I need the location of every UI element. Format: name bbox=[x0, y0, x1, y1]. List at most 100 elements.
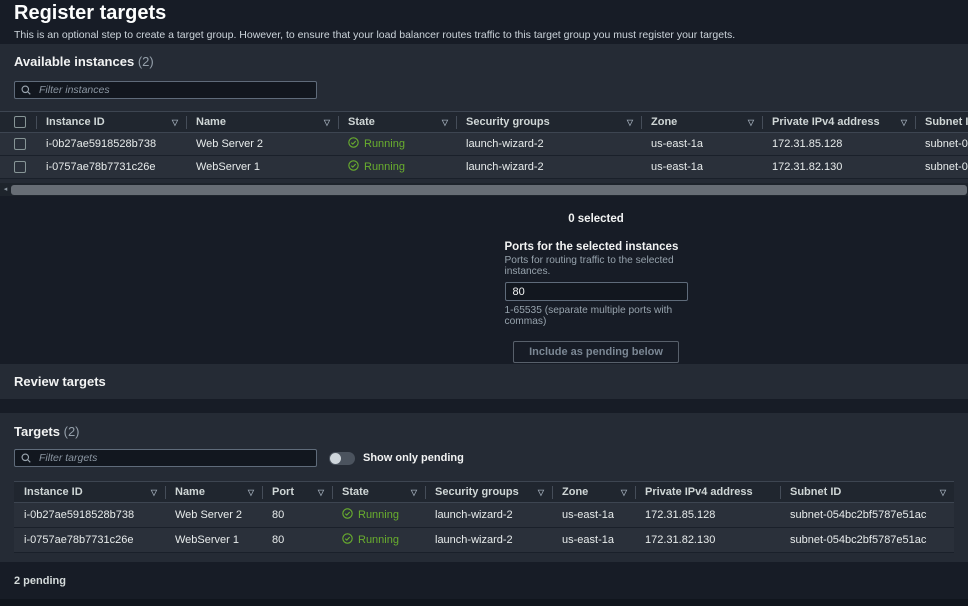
table-row: i-0757ae78b7731c26e WebServer 1 80 Runni… bbox=[14, 528, 954, 553]
filter-targets-input[interactable] bbox=[37, 451, 310, 465]
sort-icon[interactable]: ▽ bbox=[248, 488, 254, 497]
toggle-knob bbox=[330, 453, 341, 464]
running-status: Running bbox=[348, 137, 405, 151]
sort-icon[interactable]: ▽ bbox=[621, 488, 627, 497]
column-header-instance-id[interactable]: Instance ID▽ bbox=[36, 112, 186, 132]
running-status: Running bbox=[342, 508, 399, 522]
ports-label: Ports for the selected instances bbox=[505, 241, 688, 253]
table-row[interactable]: i-0b27ae5918528b738 Web Server 2 Running… bbox=[0, 133, 968, 156]
column-header-state[interactable]: State▽ bbox=[332, 482, 425, 502]
selected-count: 0 selected bbox=[436, 213, 756, 225]
filter-targets-box bbox=[14, 449, 317, 467]
sort-icon[interactable]: ▽ bbox=[172, 118, 178, 127]
row-checkbox-cell bbox=[0, 133, 36, 155]
column-header-zone[interactable]: Zone▽ bbox=[552, 482, 635, 502]
check-circle-icon bbox=[342, 508, 353, 522]
column-header-private-ip[interactable]: Private IPv4 address▽ bbox=[762, 112, 915, 132]
column-header-subnet-id[interactable]: Subnet ID▽ bbox=[780, 482, 954, 502]
name-cell: WebServer 1 bbox=[186, 156, 338, 178]
ports-hint: 1-65535 (separate multiple ports with co… bbox=[505, 305, 688, 327]
filter-instances-box bbox=[14, 81, 317, 99]
sort-icon[interactable]: ▽ bbox=[324, 118, 330, 127]
ports-sublabel: Ports for routing traffic to the selecte… bbox=[505, 255, 688, 277]
instance-id-cell: i-0757ae78b7731c26e bbox=[14, 528, 165, 552]
sort-icon[interactable]: ▽ bbox=[940, 488, 946, 497]
zone-cell: us-east-1a bbox=[552, 503, 635, 527]
instance-id-cell: i-0b27ae5918528b738 bbox=[14, 503, 165, 527]
targets-table: Instance ID▽ Name▽ Port▽ State▽ Security… bbox=[14, 481, 954, 553]
show-only-pending-label: Show only pending bbox=[363, 452, 464, 464]
column-header-zone[interactable]: Zone▽ bbox=[641, 112, 762, 132]
table-row[interactable]: i-0757ae78b7731c26e WebServer 1 Running … bbox=[0, 156, 968, 179]
horizontal-scrollbar[interactable]: ◂ bbox=[0, 183, 968, 196]
available-instances-heading: Available instances (2) bbox=[0, 44, 968, 69]
sort-icon[interactable]: ▽ bbox=[411, 488, 417, 497]
private-ip-cell: 172.31.85.128 bbox=[762, 133, 915, 155]
sort-icon[interactable]: ▽ bbox=[151, 488, 157, 497]
horizontal-scrollbar-thumb[interactable] bbox=[11, 185, 967, 195]
check-circle-icon bbox=[342, 533, 353, 547]
include-as-pending-button[interactable]: Include as pending below bbox=[513, 341, 679, 363]
subnet-id-cell: subnet-054bc2bf5787e51ac bbox=[780, 528, 954, 552]
zone-cell: us-east-1a bbox=[641, 133, 762, 155]
private-ip-cell: 172.31.82.130 bbox=[762, 156, 915, 178]
table-row: i-0b27ae5918528b738 Web Server 2 80 Runn… bbox=[14, 503, 954, 528]
column-header-security-groups[interactable]: Security groups▽ bbox=[425, 482, 552, 502]
row-checkbox[interactable] bbox=[14, 161, 26, 173]
available-instances-panel: Available instances (2) Instance ID▽ Nam… bbox=[0, 44, 968, 196]
instance-id-cell: i-0757ae78b7731c26e bbox=[36, 156, 186, 178]
available-instances-title: Available instances bbox=[14, 54, 134, 69]
pending-summary: 2 pending bbox=[14, 575, 66, 587]
ports-form: Ports for the selected instances Ports f… bbox=[505, 241, 688, 327]
running-status: Running bbox=[342, 533, 399, 547]
search-icon bbox=[21, 85, 31, 95]
ports-input[interactable] bbox=[505, 282, 688, 301]
name-cell: Web Server 2 bbox=[165, 503, 262, 527]
targets-table-header: Instance ID▽ Name▽ Port▽ State▽ Security… bbox=[14, 481, 954, 503]
row-checkbox[interactable] bbox=[14, 138, 26, 150]
state-cell: Running bbox=[338, 156, 456, 178]
column-header-port[interactable]: Port▽ bbox=[262, 482, 332, 502]
column-header-name[interactable]: Name▽ bbox=[186, 112, 338, 132]
column-header-state[interactable]: State▽ bbox=[338, 112, 456, 132]
filter-instances-input[interactable] bbox=[37, 83, 310, 97]
column-header-security-groups[interactable]: Security groups▽ bbox=[456, 112, 641, 132]
targets-filter-row: Show only pending bbox=[14, 449, 954, 467]
sort-icon[interactable]: ▽ bbox=[901, 118, 907, 127]
security-groups-cell: launch-wizard-2 bbox=[425, 528, 552, 552]
name-cell: Web Server 2 bbox=[186, 133, 338, 155]
scroll-left-icon[interactable]: ◂ bbox=[0, 183, 11, 196]
page-title: Register targets bbox=[14, 2, 954, 25]
sort-icon[interactable]: ▽ bbox=[318, 488, 324, 497]
targets-title: Targets bbox=[14, 424, 60, 439]
available-instances-count: (2) bbox=[138, 54, 154, 69]
state-cell: Running bbox=[338, 133, 456, 155]
selection-block: 0 selected Ports for the selected instan… bbox=[436, 196, 756, 386]
private-ip-cell: 172.31.85.128 bbox=[635, 503, 780, 527]
column-header-name[interactable]: Name▽ bbox=[165, 482, 262, 502]
state-cell: Running bbox=[332, 528, 425, 552]
sort-icon[interactable]: ▽ bbox=[748, 118, 754, 127]
available-table-header: Instance ID▽ Name▽ State▽ Security group… bbox=[0, 111, 968, 133]
subnet-id-cell: subnet-054bc2bf5787e51ac bbox=[915, 156, 968, 178]
running-status: Running bbox=[348, 160, 405, 174]
show-only-pending-toggle[interactable] bbox=[329, 452, 355, 465]
column-header-private-ip[interactable]: Private IPv4 address bbox=[635, 482, 780, 502]
targets-count: (2) bbox=[64, 424, 80, 439]
bottom-edge bbox=[0, 599, 968, 606]
state-cell: Running bbox=[332, 503, 425, 527]
column-header-subnet-id[interactable]: Subnet ID▽ bbox=[915, 112, 968, 132]
register-targets-page: Register targets This is an optional ste… bbox=[0, 0, 968, 606]
subnet-id-cell: subnet-054bc2bf5787e51ac bbox=[915, 133, 968, 155]
instance-id-cell: i-0b27ae5918528b738 bbox=[36, 133, 186, 155]
available-instances-table: Instance ID▽ Name▽ State▽ Security group… bbox=[0, 111, 968, 179]
select-all-checkbox[interactable] bbox=[14, 116, 26, 128]
sort-icon[interactable]: ▽ bbox=[627, 118, 633, 127]
row-checkbox-cell bbox=[0, 156, 36, 178]
review-targets-heading: Review targets bbox=[0, 364, 968, 399]
sort-icon[interactable]: ▽ bbox=[442, 118, 448, 127]
security-groups-cell: launch-wizard-2 bbox=[456, 133, 641, 155]
column-header-instance-id[interactable]: Instance ID▽ bbox=[14, 482, 165, 502]
select-all-header-cell bbox=[0, 112, 36, 132]
sort-icon[interactable]: ▽ bbox=[538, 488, 544, 497]
